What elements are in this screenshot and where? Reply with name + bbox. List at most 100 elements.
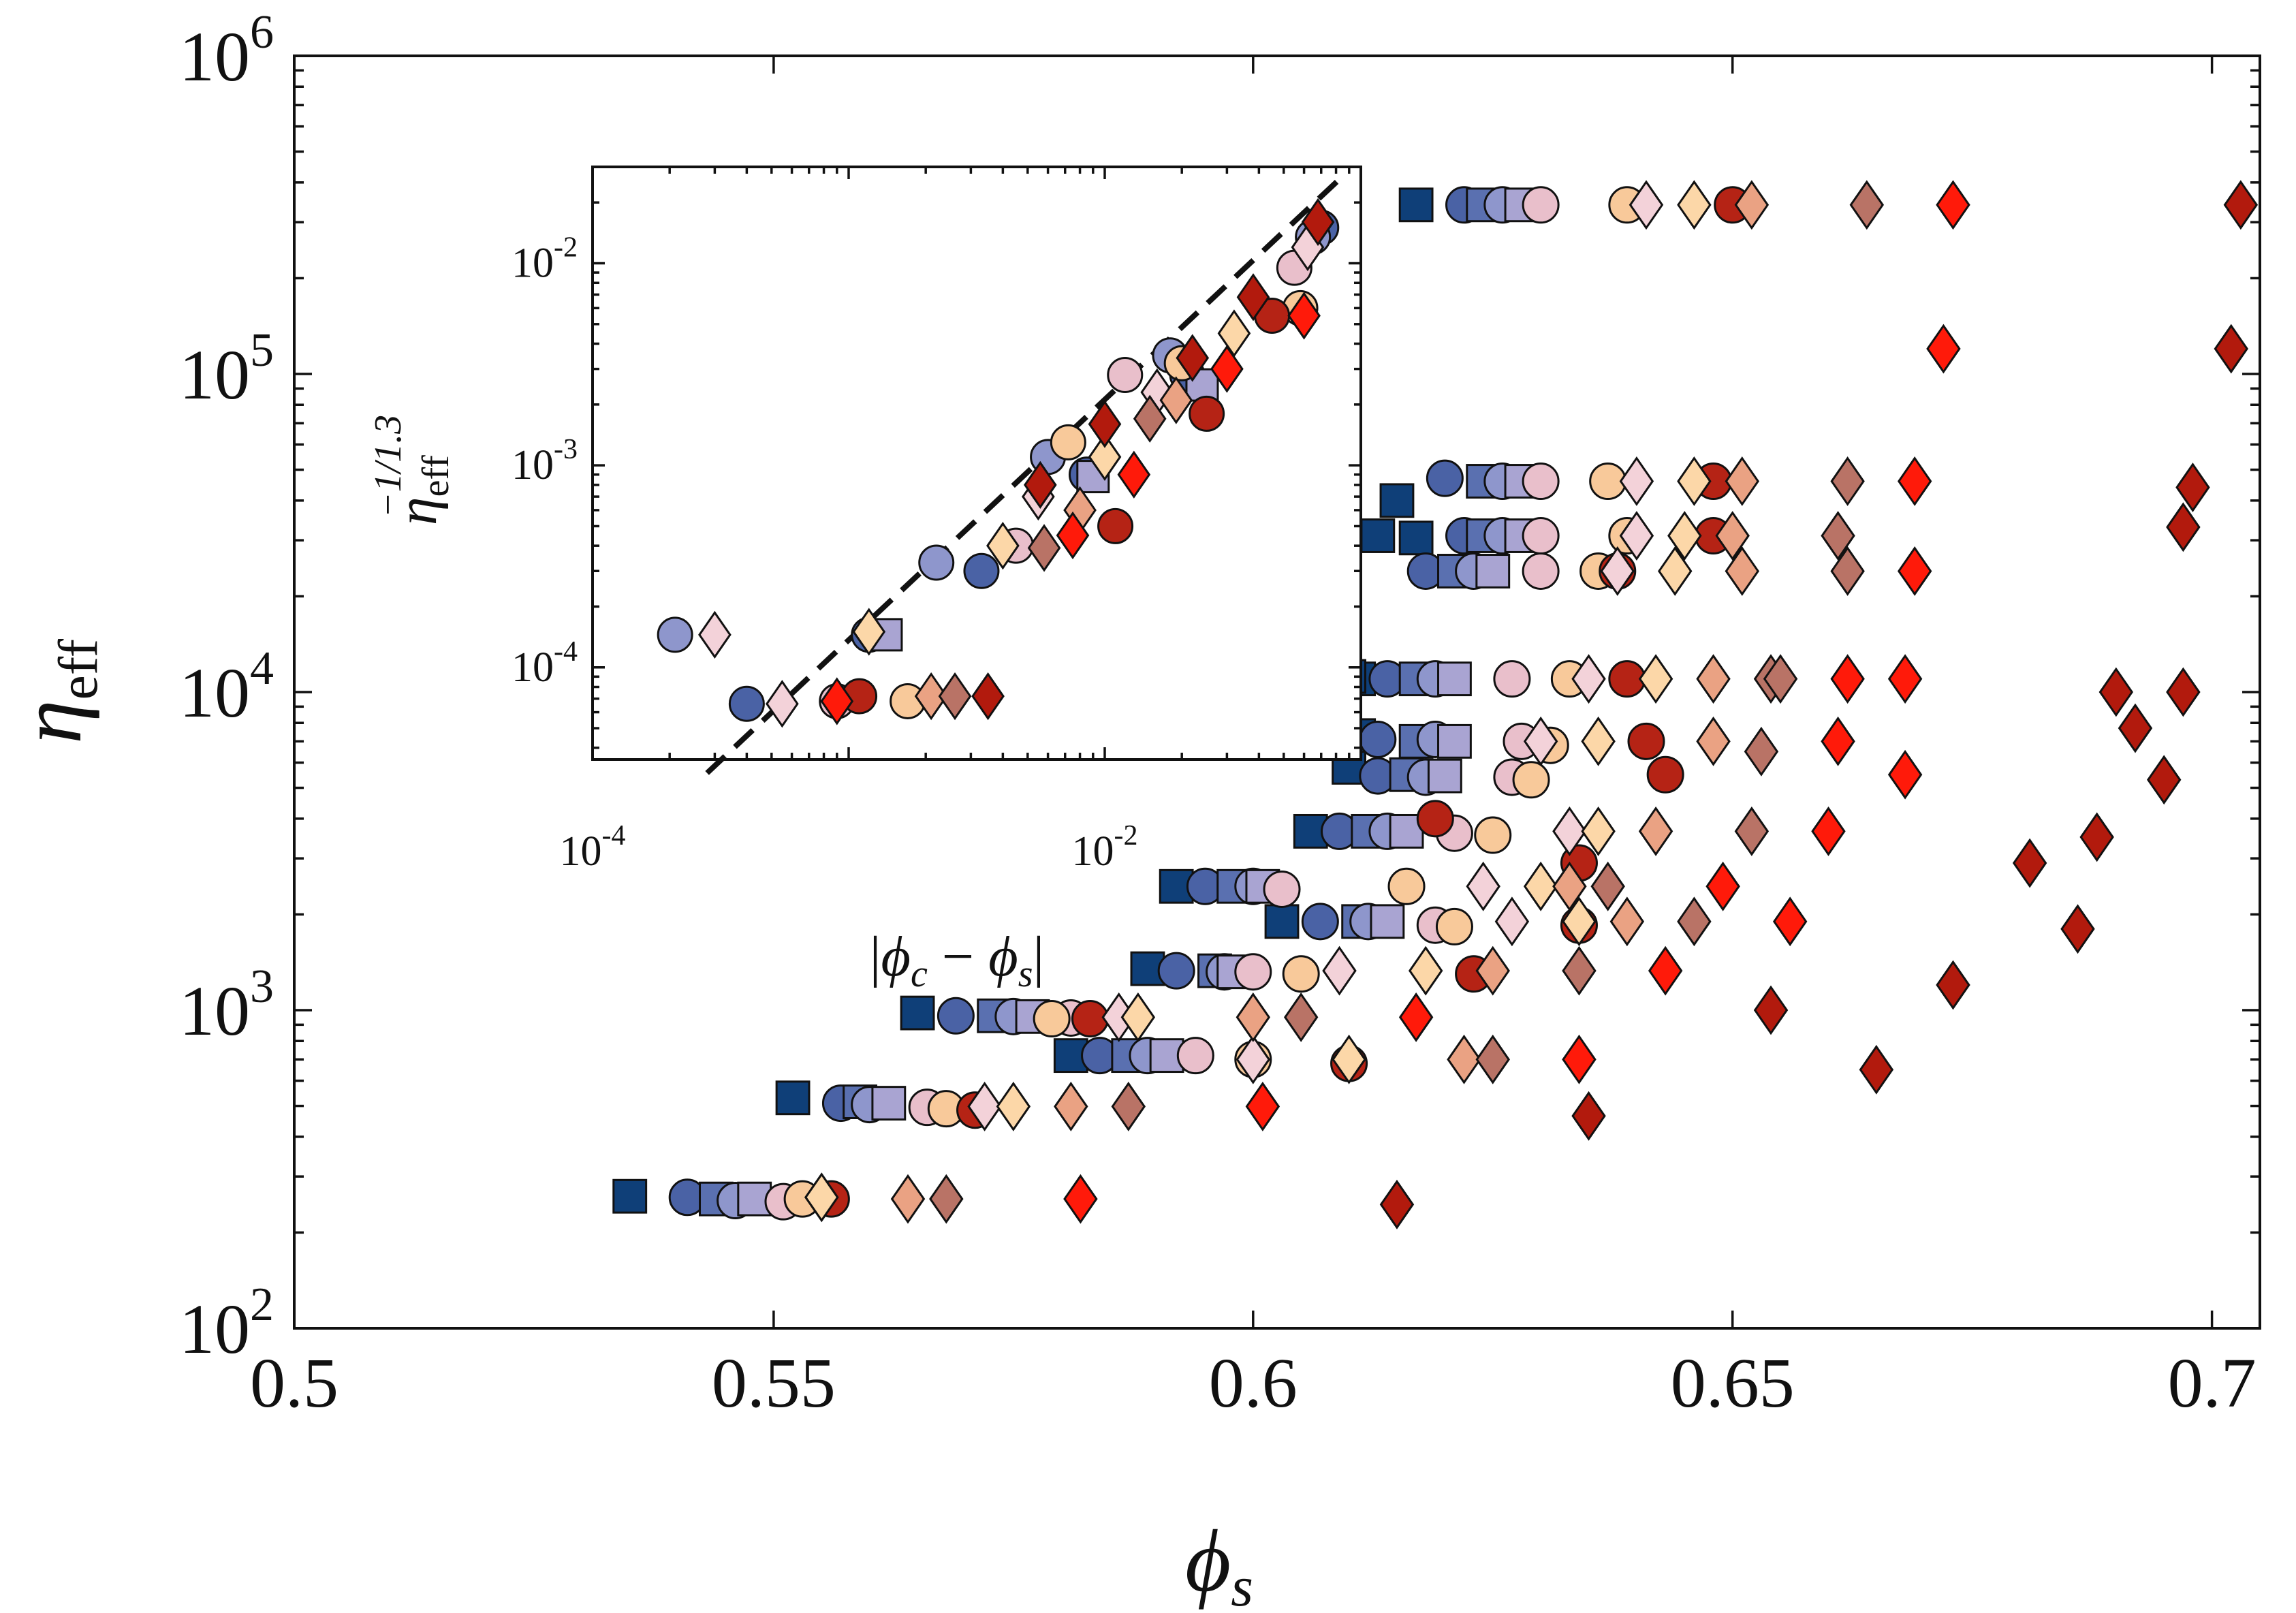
main-point-S12 (1821, 511, 1855, 561)
main-x-tick-label: 0.55 (712, 1344, 836, 1422)
main-point-S2 (1157, 952, 1195, 990)
main-point-S5 (1437, 661, 1472, 697)
main-point-S10 (1667, 511, 1702, 561)
main-point-S12 (1830, 456, 1865, 506)
main-point-S10 (1581, 806, 1616, 856)
inset-y-tick-label: 10-2 (512, 232, 578, 287)
main-point-S14 (2012, 838, 2047, 888)
inset-x-tick-label: 10-4 (560, 820, 626, 875)
main-point-S9 (1571, 654, 1606, 704)
main-point-S13 (1887, 749, 1923, 800)
main-point-S8 (1646, 755, 1684, 794)
main-point-S1 (775, 1080, 811, 1116)
main-point-S13 (1821, 716, 1855, 766)
main-x-tick-label: 0.5 (250, 1344, 339, 1422)
main-point-S1 (1398, 187, 1434, 223)
main-point-S8 (1416, 800, 1454, 838)
main-point-S5 (1475, 554, 1511, 589)
inset-point-S14 (1023, 460, 1057, 510)
inset-tick-labels: 10-4 10-2 10-4 10-3 10-2 (512, 232, 1138, 875)
main-point-S5 (871, 1086, 907, 1121)
main-point-S13 (1245, 1081, 1280, 1131)
main-point-S11 (1236, 992, 1271, 1042)
inset-point-S12 (1027, 524, 1061, 572)
main-point-S11 (1447, 1034, 1481, 1084)
inset-point-S9 (698, 610, 732, 659)
main-point-S13 (1398, 992, 1434, 1042)
main-point-S12 (1763, 654, 1798, 704)
main-point-S13 (1830, 654, 1865, 704)
inset-point-S10 (852, 608, 886, 656)
main-point-S10 (1408, 945, 1443, 996)
main-point-S6 (1234, 953, 1272, 991)
main-tick-labels: 0.5 0.55 0.6 0.65 0.7 102 103 104 105 106 (179, 6, 2256, 1422)
main-point-S14 (2214, 324, 2248, 374)
main-point-S13 (1887, 654, 1923, 704)
inset-point-S8 (1189, 395, 1225, 432)
main-point-S9 (1552, 806, 1587, 856)
inset-point-S10 (1088, 433, 1122, 481)
main-point-S5 (1437, 723, 1472, 759)
main-point-S6 (1176, 1037, 1214, 1075)
main-y-tick-label: 106 (179, 6, 274, 96)
main-point-S11 (1725, 546, 1760, 596)
main-x-axis-title: ϕs (1185, 1512, 1253, 1613)
inset-point-S7 (1050, 424, 1086, 460)
main-point-S6 (1522, 517, 1560, 555)
main-point-S12 (1744, 726, 1779, 777)
main-point-S11 (1054, 1081, 1088, 1131)
inset-background (593, 167, 1361, 759)
main-point-S9 (1523, 716, 1558, 766)
inset-point-S14 (1236, 273, 1270, 322)
main-point-S14 (2166, 502, 2201, 552)
main-point-S14 (2098, 667, 2134, 717)
main-x-tick-label: 0.7 (2168, 1344, 2256, 1422)
main-point-S12 (1283, 992, 1319, 1042)
inset-point-S14 (1176, 334, 1210, 382)
main-point-S6 (1263, 870, 1301, 908)
inset-point-S14 (1301, 198, 1335, 247)
inset-y-axis-title: ηeff−1/1.3 (367, 415, 457, 525)
inset-point-S6 (1107, 357, 1144, 394)
main-point-S7 (1387, 867, 1426, 905)
main-point-S14 (2166, 667, 2201, 717)
inset-point-S11 (1159, 376, 1193, 424)
inset-point-S13 (1287, 292, 1321, 340)
inset-point-S9 (766, 680, 799, 728)
main-y-tick-label: 103 (179, 960, 274, 1050)
main-point-S13 (1897, 456, 1932, 506)
inset-point-S13 (1056, 511, 1090, 560)
main-point-S10 (1658, 546, 1693, 596)
main-point-S6 (1522, 462, 1560, 500)
main-point-S10 (1677, 456, 1712, 506)
main-point-S1 (1264, 904, 1300, 939)
main-point-S9 (1619, 456, 1654, 506)
main-point-S9 (1494, 896, 1530, 947)
main-point-S10 (996, 1081, 1031, 1131)
main-x-tick-label: 0.65 (1671, 1344, 1795, 1422)
inset-point-S12 (938, 672, 972, 721)
main-point-S1 (612, 1178, 648, 1214)
main-point-S6 (1493, 660, 1531, 698)
main-y-axis-title: ηeff (2, 638, 109, 744)
inset-point-S13 (1210, 345, 1244, 393)
inset-point-S13 (1117, 450, 1151, 499)
inset-point-S11 (914, 672, 948, 721)
main-point-S14 (1936, 960, 1970, 1010)
inset-fit-line (705, 174, 1345, 775)
main-point-S12 (1849, 180, 1885, 230)
main-point-S2 (937, 997, 975, 1035)
main-point-S7 (1474, 816, 1512, 854)
main-point-S1 (1398, 520, 1434, 556)
main-point-S9 (967, 1081, 1002, 1131)
inset-point-S12 (1133, 394, 1167, 443)
main-point-S10 (1677, 180, 1712, 230)
main-point-S14 (2146, 755, 2182, 805)
main-point-S10 (1638, 654, 1673, 704)
main-point-S13 (1936, 180, 1970, 230)
main-point-S9 (1322, 945, 1357, 996)
main-ticks (293, 54, 2260, 1330)
main-point-S13 (1772, 896, 1808, 947)
main-point-S12 (1475, 1034, 1510, 1084)
